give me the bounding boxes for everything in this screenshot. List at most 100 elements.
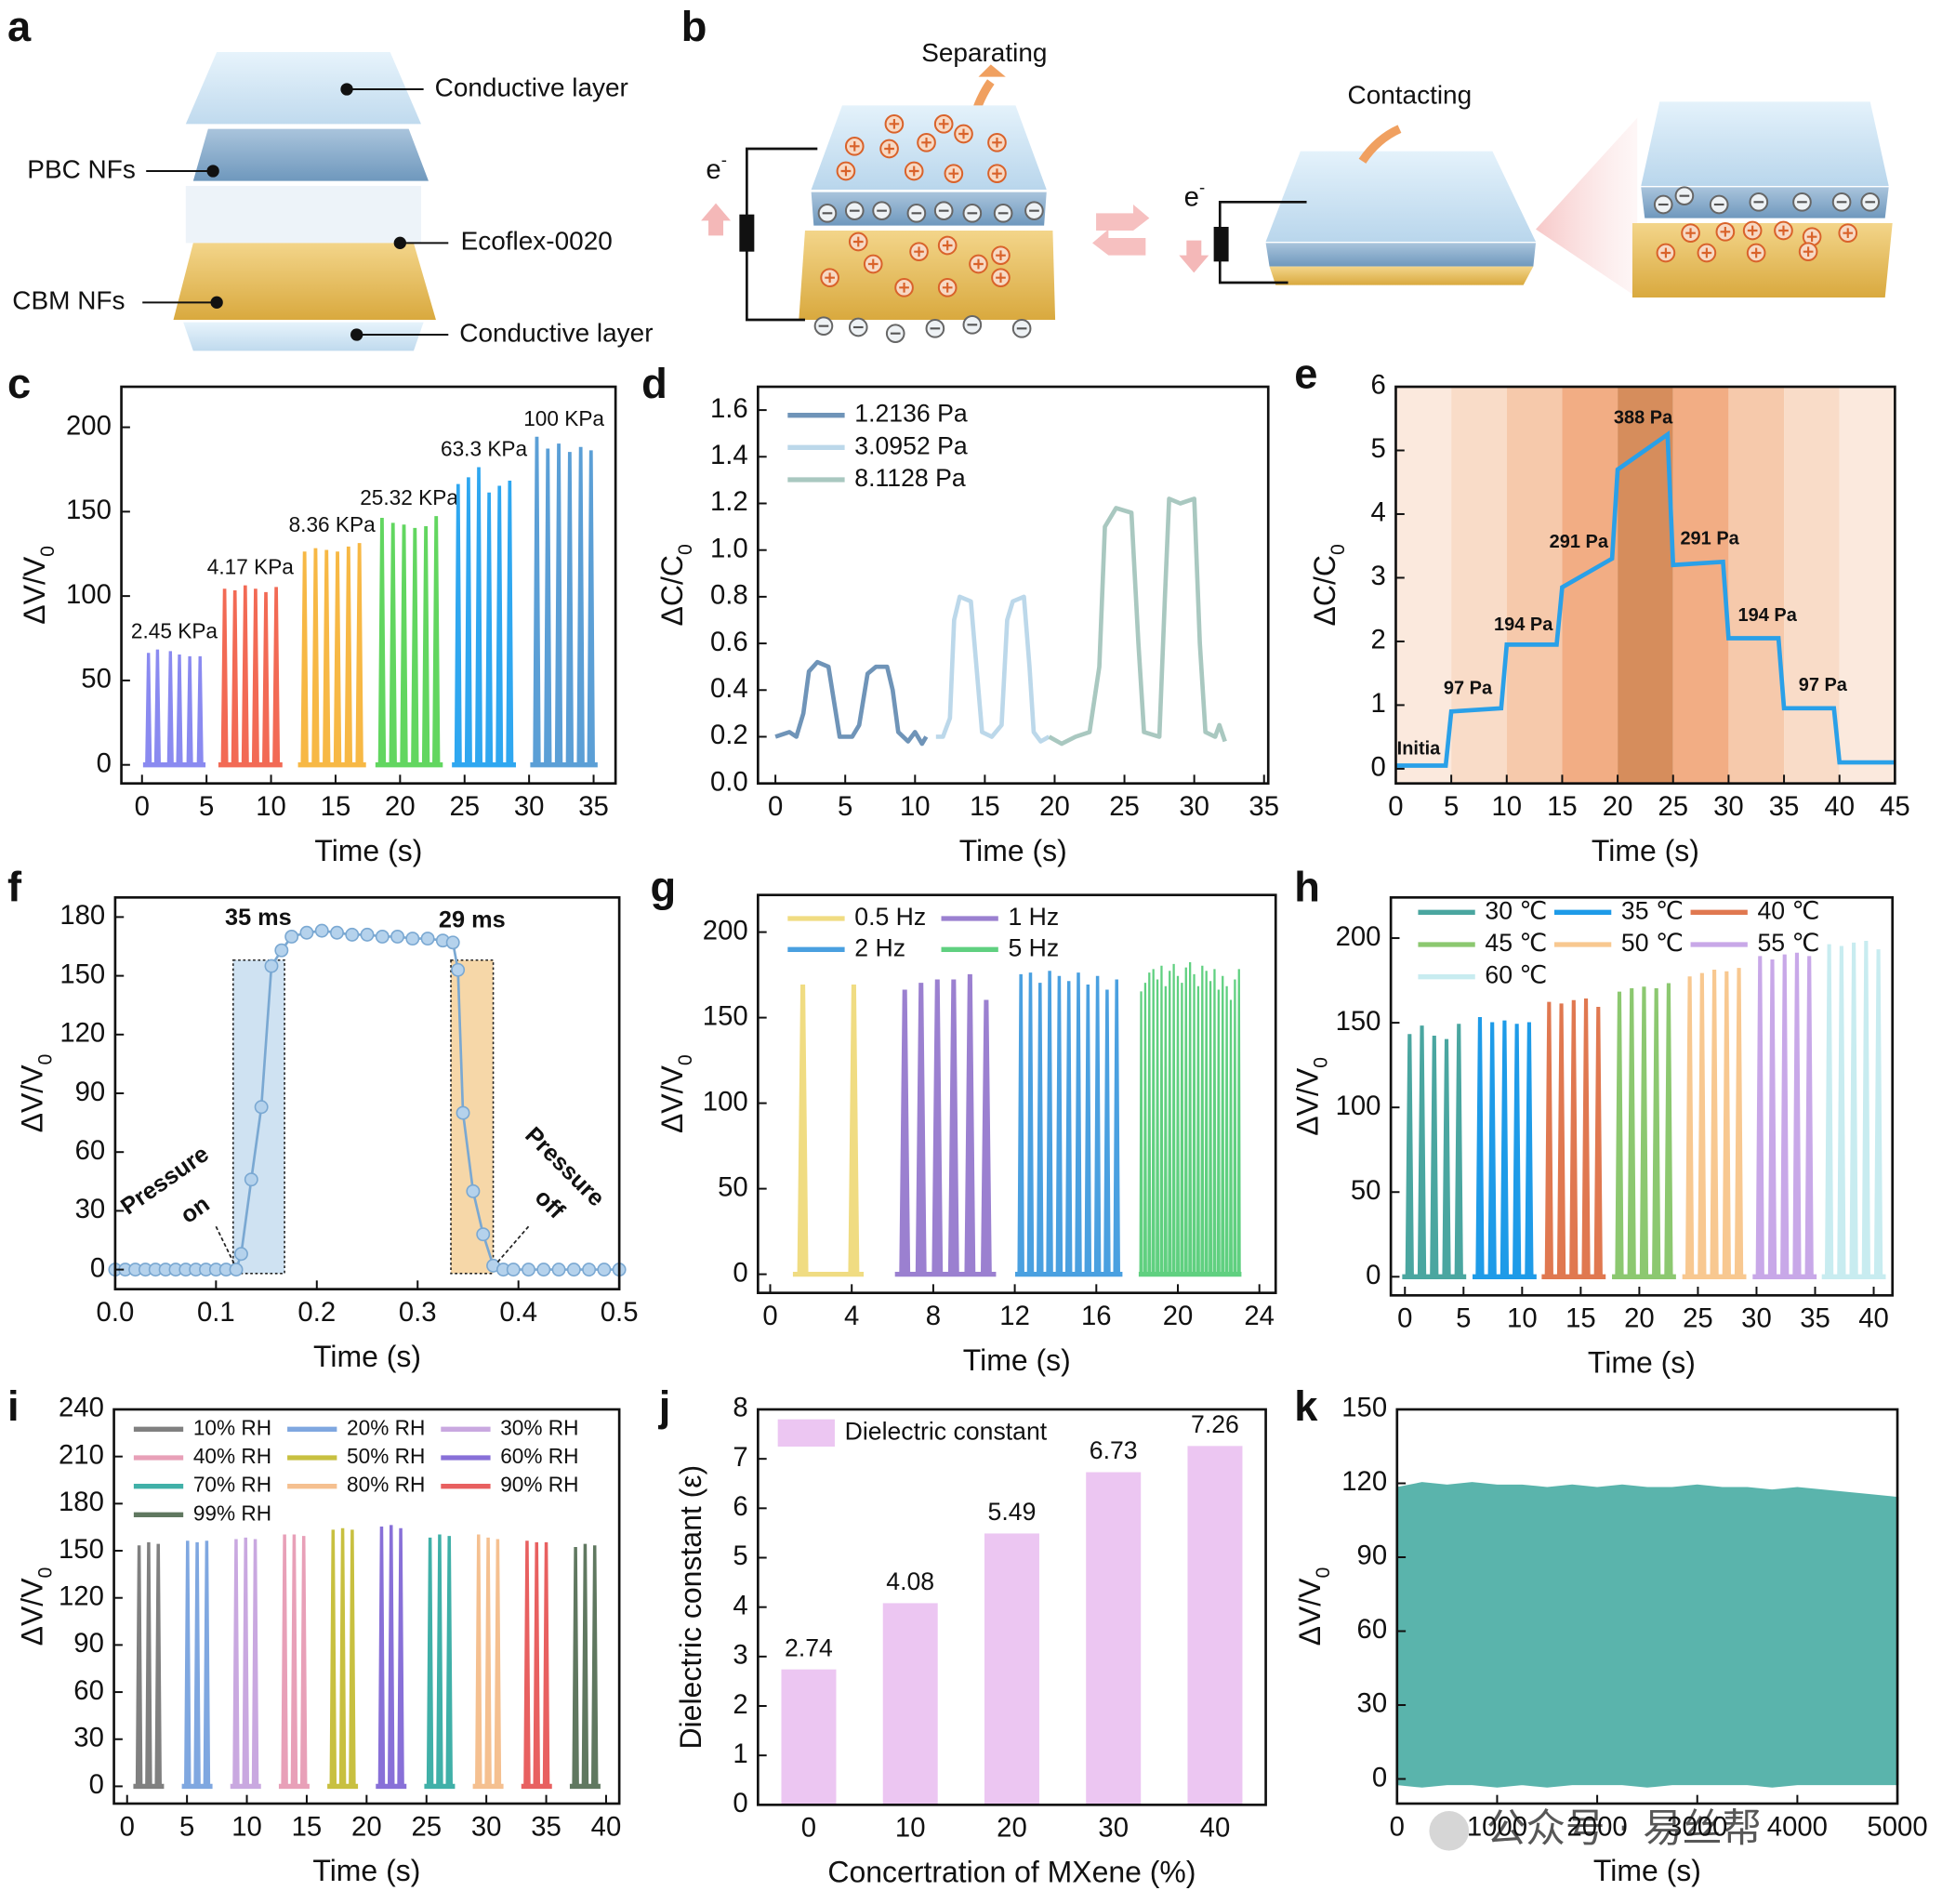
spike <box>176 654 183 766</box>
annotation: off <box>530 1184 570 1224</box>
annotation: 291 Pa <box>1550 532 1609 552</box>
point <box>420 932 435 946</box>
spike <box>389 522 397 766</box>
y-tick-label: 150 <box>703 1000 748 1031</box>
spike <box>1055 975 1063 1276</box>
value-label: 4.08 <box>886 1567 934 1595</box>
spike <box>494 1539 502 1788</box>
y-tick-label: 2 <box>733 1689 747 1720</box>
y-tick-label: 90 <box>73 1628 104 1659</box>
y-axis-label-sub: 0 <box>33 1567 56 1578</box>
point <box>445 935 460 950</box>
band <box>1451 387 1507 784</box>
plot-frame <box>757 893 1277 1294</box>
x-tick-label: 15 <box>321 791 351 822</box>
electron-label: e- <box>706 150 727 184</box>
spike <box>1224 985 1229 1276</box>
point <box>274 943 289 958</box>
spike <box>1454 1024 1463 1277</box>
y-tick-label: 150 <box>1336 1006 1381 1037</box>
spike <box>1113 979 1120 1276</box>
spike <box>1710 969 1719 1277</box>
x-tick-label: 30 <box>514 791 545 822</box>
plus-sign <box>840 165 852 177</box>
spike <box>1159 965 1164 1276</box>
y-axis-label-main: ΔV/V <box>1291 1067 1325 1136</box>
chart-panel: 0.0 0.2 0.4 0.6 0.8 1.0 1.2 1.4 1.6 0 5 10 15 20 25 30 3… <box>641 360 1279 867</box>
spike <box>145 1541 152 1788</box>
x-tick-label: 45 <box>1880 791 1910 822</box>
x-axis-label: Time (s) <box>1592 834 1699 867</box>
y-axis-label-main: ΔV/V <box>1294 1578 1328 1646</box>
y-tick-label: 60 <box>73 1675 104 1706</box>
y-tick-label: 150 <box>59 959 105 989</box>
x-tick-label: 12 <box>999 1301 1030 1331</box>
x-axis-label: Time (s) <box>1593 1854 1701 1887</box>
plot-area <box>774 496 1227 747</box>
y-tick-label: 0.8 <box>710 580 748 611</box>
plot-frame <box>112 1408 621 1805</box>
x-tick-label: 30 <box>1741 1303 1772 1334</box>
spike <box>1792 952 1802 1277</box>
spike <box>1204 971 1209 1276</box>
plus-sign <box>948 168 959 178</box>
y-tick-label: 180 <box>59 900 105 931</box>
plus-sign <box>1701 247 1712 258</box>
spike <box>1075 972 1082 1276</box>
y-tick-label: 1 <box>1371 688 1386 719</box>
y-tick-label: 0.4 <box>710 673 748 704</box>
x-axis-label: Time (s) <box>1588 1345 1696 1379</box>
spike <box>980 999 992 1276</box>
leader-dots <box>206 83 406 341</box>
x-tick-label: 4 <box>844 1301 859 1331</box>
legend-label: 30 ℃ <box>1485 896 1547 924</box>
pbc-layer <box>811 192 1047 226</box>
cbm-layer <box>173 243 436 320</box>
band <box>1672 387 1729 784</box>
y-tick-label: 150 <box>66 495 112 525</box>
spike <box>1837 945 1846 1277</box>
x-tick-label: 10 <box>900 791 931 822</box>
y-tick-label: 1.6 <box>710 393 748 424</box>
y-tick-label: 120 <box>1341 1466 1387 1497</box>
plate <box>1265 151 1537 242</box>
cbm-layer <box>1269 266 1534 285</box>
series-label: 25.32 KPa <box>360 485 458 509</box>
annotation: 194 Pa <box>1494 615 1553 635</box>
spike <box>533 1541 541 1788</box>
spike <box>1192 973 1196 1276</box>
y-axis-label: ΔV/V0 <box>16 1053 56 1132</box>
spike <box>542 1541 550 1788</box>
legend-swatch <box>777 1419 835 1447</box>
plus-sign <box>825 272 835 283</box>
x-axis-label: Concertration of MXene (%) <box>827 1855 1196 1888</box>
panel-label: h <box>1294 863 1320 910</box>
annotation: 97 Pa <box>1444 679 1493 699</box>
arrow <box>1179 240 1209 273</box>
x-tick-label: 15 <box>1547 791 1578 822</box>
plus-sign <box>996 272 1006 283</box>
plus-sign <box>1803 246 1814 257</box>
x-tick-label: 10 <box>256 791 286 822</box>
ecoflex-layer <box>185 186 421 244</box>
legend-label: Dielectric constant <box>845 1417 1048 1445</box>
y-tick-label: 1.2 <box>710 486 748 517</box>
y-tick-label: 1.4 <box>710 440 748 470</box>
y-tick-label: 0.6 <box>710 627 748 657</box>
charges <box>813 113 1881 343</box>
x-tick-label: 10 <box>895 1813 926 1844</box>
spike <box>1139 991 1143 1276</box>
legend-label: 10% RH <box>193 1415 271 1439</box>
x-tick-label: 0 <box>1397 1303 1412 1334</box>
bar <box>984 1533 1039 1805</box>
y-tick-label: 0 <box>733 1788 747 1818</box>
pointer <box>495 1225 530 1264</box>
conductive-plate <box>185 52 421 125</box>
y-tick-label: 210 <box>59 1439 104 1470</box>
y-axis-label-sub: 0 <box>674 544 696 555</box>
y-tick-label: 0.2 <box>710 720 748 750</box>
spike <box>1236 969 1241 1276</box>
spike <box>1151 969 1156 1276</box>
y-axis-label-main: ΔV/V <box>16 1064 49 1133</box>
